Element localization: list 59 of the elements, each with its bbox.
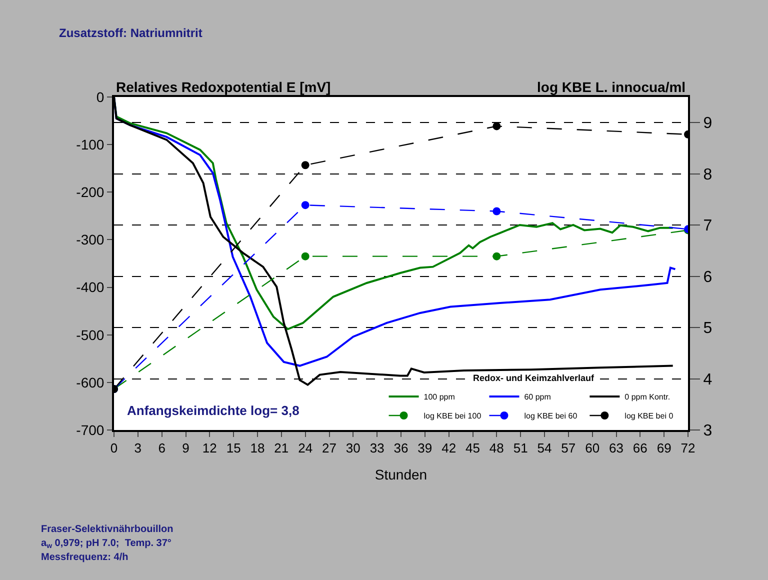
x-tick-label: 6 [158, 440, 166, 456]
point [492, 207, 501, 216]
x-tick-label: 15 [226, 440, 241, 456]
legend-label: 60 ppm [524, 392, 552, 402]
x-tick-label: 69 [656, 440, 672, 456]
y-tick-label: 0 [96, 88, 104, 105]
x-tick-label: 30 [346, 440, 360, 456]
y-tick-label: -100 [76, 136, 104, 152]
x-tick-label: 9 [182, 440, 190, 456]
annotation: Anfangskeimdichte log= 3,8 [127, 403, 300, 418]
x-tick-label: 0 [110, 440, 118, 456]
y2-tick-label: 9 [703, 115, 712, 132]
x-tick-label: 66 [632, 440, 648, 456]
x-tick-label: 39 [418, 440, 432, 456]
y2-tick-label: 8 [703, 166, 712, 184]
x-tick-label: 57 [561, 440, 576, 456]
text: a$_{w}$ 0,979; pH 7.0; Temp. 37° [41, 538, 172, 550]
y2-tick-label: 6 [703, 268, 712, 286]
x-tick-label: 51 [513, 440, 528, 456]
legend-label: log KBE bei 0 [624, 412, 674, 421]
x-tick-label: 72 [680, 440, 696, 456]
legend-label: log KBE bei 60 [524, 412, 578, 421]
x-tick-label: 33 [370, 440, 384, 456]
x-tick-label: 3 [134, 440, 142, 456]
x-tick-label: 48 [489, 440, 504, 456]
text: Fraser-Selektivnährbouillon [41, 524, 174, 535]
y2-tick-label: 3 [703, 422, 712, 440]
y2-tick-label: 4 [703, 371, 712, 388]
x-tick-label: 36 [394, 440, 408, 456]
x-tick-label: 21 [274, 440, 289, 456]
chart-title: Zusatzstoff: Natriumnitrit [59, 26, 202, 40]
y-tick-label: -400 [76, 279, 104, 296]
x-tick-label: 63 [609, 440, 624, 456]
x-tick-label: 24 [298, 440, 313, 456]
x-tick-label: 45 [466, 440, 480, 456]
x-tick-label: 12 [202, 440, 217, 456]
y-tick-label: -200 [76, 184, 104, 200]
x-tick-label: 54 [537, 440, 552, 456]
y-tick-label: -700 [76, 422, 104, 438]
x-tick-label: 60 [585, 440, 600, 456]
y2-tick-label: 7 [703, 218, 712, 235]
y-axis-title: Relatives Redoxpotential E [mV] [116, 79, 331, 95]
y2-axis-title: log KBE L. innocua/ml [537, 79, 686, 95]
text: Messfrequenz: 4/h [41, 552, 128, 563]
y2-tick-label: 5 [703, 320, 712, 338]
x-tick-label: 27 [322, 440, 336, 456]
y-tick-label: -600 [76, 374, 104, 390]
x-tick-label: 18 [250, 440, 265, 456]
y-tick-label: -500 [76, 326, 104, 343]
point [301, 252, 310, 260]
legend-title: Redox- und Keimzahlverlauf [473, 373, 596, 383]
point [492, 252, 501, 260]
legend-label: 0 ppm Kontr. [624, 392, 670, 402]
legend-label: 100 ppm [424, 392, 456, 402]
y-tick-label: -300 [76, 232, 104, 248]
legend-label: log KBE bei 100 [424, 412, 482, 421]
point [301, 201, 310, 210]
x-tick-label: 42 [442, 440, 456, 456]
x-axis-title: Stunden [374, 466, 428, 482]
